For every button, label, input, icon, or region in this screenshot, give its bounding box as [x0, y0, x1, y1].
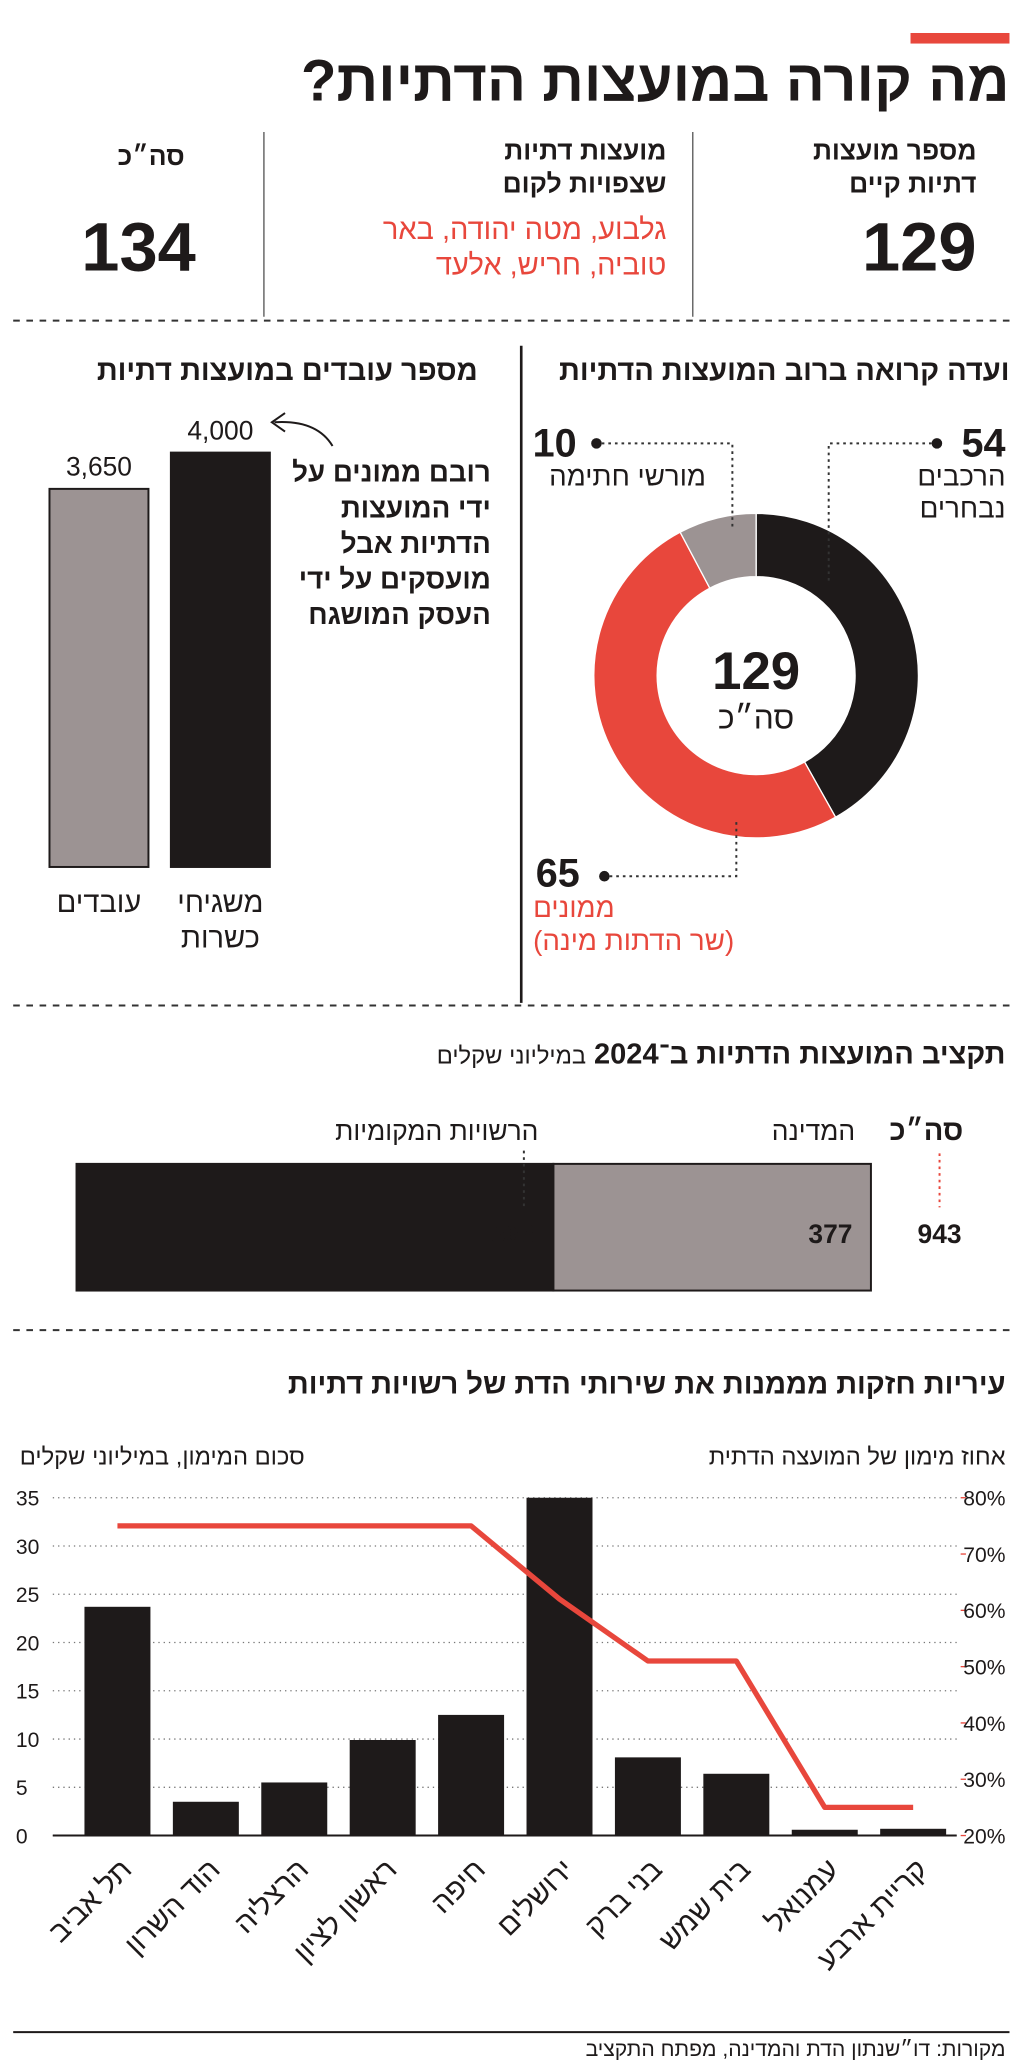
- bar: [614, 1757, 681, 1836]
- stat-text: גלבוע, מטה יהודה, באר טוביה, חריש, אלעד: [382, 212, 667, 282]
- y-tick-label: 35: [16, 1488, 39, 1511]
- y2-tick-label: 70%: [963, 1544, 1005, 1567]
- y-tick-label: 10: [16, 1729, 39, 1752]
- value-label: 3,650: [66, 452, 132, 482]
- x-tick-label: בית שמש: [654, 1853, 758, 1957]
- stat-label: מועצות דתיות שצפויות לקום: [502, 137, 667, 200]
- leader-line: [609, 820, 738, 878]
- leader-line: [601, 442, 734, 528]
- segment-label: ממונים: [533, 893, 615, 924]
- y2-tick-label: 50%: [963, 1657, 1005, 1680]
- bar: [703, 1773, 770, 1836]
- stat-label-box: מספר מועצות דתיות קיים: [812, 137, 977, 200]
- stat-value: 129: [862, 209, 976, 286]
- title-text: תקציב המועצות הדתיות ב־2024: [594, 1039, 1005, 1071]
- segment-value: 65: [536, 852, 580, 896]
- y2-tick-label: 80%: [963, 1488, 1005, 1511]
- y-axis-label: סכום המימון, במיליוני שקלים: [20, 1444, 305, 1471]
- segment-label: מורשי חתימה: [549, 461, 706, 493]
- bar-segment: [75, 1162, 555, 1292]
- annotation-box: רובם ממונים על ידי המועצות הדתיות אבל מו…: [292, 457, 491, 631]
- chart-title: מספר עובדים במועצות דתיות: [97, 355, 478, 387]
- leader-line: [827, 442, 932, 581]
- stat-label: מספר מועצות דתיות קיים: [812, 137, 977, 200]
- legend-label: המדינה: [772, 1116, 855, 1146]
- y-tick-label: 5: [16, 1777, 28, 1800]
- stat-label: סה״כ: [118, 141, 185, 171]
- center-label: סה״כ: [718, 699, 794, 735]
- source-note: מקורות: דו״שנתון הדת והמדינה, מפתח התקצי…: [586, 2038, 1006, 2061]
- x-tick-label: ירושלים: [491, 1853, 580, 1942]
- total-label: סה״כ: [890, 1115, 964, 1147]
- chart-title: תקציב המועצות הדתיות ב־2024 במיליוני שקלי…: [437, 1039, 1006, 1071]
- category-label: עובדים: [56, 885, 142, 919]
- x-tick-label: בני ברק: [579, 1853, 668, 1942]
- line-series: [117, 1523, 914, 1811]
- stage: מה קורה במועצות הדתיות? מספר מועצות דתיות…: [13, 32, 1010, 2061]
- bar: [438, 1714, 505, 1836]
- category-label-box: עובדים: [56, 885, 142, 919]
- legend-label: הרשויות המקומיות: [335, 1116, 538, 1146]
- stat-value: 134: [81, 209, 195, 286]
- x-tick-label: חיפה: [425, 1853, 492, 1920]
- bar: [48, 487, 150, 868]
- stat-text-box: גלבוע, מטה יהודה, באר טוביה, חריש, אלעד: [382, 212, 667, 282]
- bar: [261, 1782, 328, 1836]
- x-tick-label: עמנואל: [760, 1853, 845, 1938]
- leader-dot: [599, 870, 610, 882]
- y2-tick-label: 30%: [963, 1769, 1005, 1792]
- value-label: 4,000: [187, 415, 253, 445]
- bar: [791, 1829, 858, 1836]
- center-value: 129: [712, 642, 800, 701]
- segment-note-box: (שר הדתות מינה): [533, 926, 735, 957]
- y2-axis-label: אחוז מימון של המועצה הדתית: [709, 1444, 1006, 1471]
- chart-title: עיריות חזקות מממנות את שירותי הדת של רשו…: [288, 1368, 1006, 1400]
- annotation-arrowhead: [270, 412, 286, 433]
- y2-tick-label: 60%: [963, 1600, 1005, 1623]
- x-tick-label: הרצליה: [228, 1853, 315, 1940]
- accent-bar: [910, 32, 1010, 44]
- chart-title: ועדה קרואה ברוב המועצות הדתיות: [559, 355, 1009, 387]
- y-tick-label: 25: [16, 1584, 39, 1607]
- stat-label-box: מועצות דתיות שצפויות לקום: [502, 137, 667, 200]
- bar: [349, 1739, 416, 1836]
- segment-label-box: מורשי חתימה: [549, 461, 706, 493]
- bar: [880, 1828, 947, 1836]
- leader-dot: [931, 438, 943, 449]
- y-tick-label: 20: [16, 1632, 39, 1655]
- y2-tick-label: 40%: [963, 1713, 1005, 1736]
- bar: [172, 1801, 239, 1836]
- page-title: מה קורה במועצות הדתיות?: [301, 48, 1010, 113]
- leader-dot: [591, 438, 602, 449]
- donut-segment: [755, 512, 920, 819]
- segment-note: (שר הדתות מינה): [533, 926, 735, 957]
- segment-label: הרכבים נבחרים: [917, 461, 1006, 524]
- segment-label-box: הרכבים נבחרים: [917, 461, 1006, 524]
- annotation: רובם ממונים על ידי המועצות הדתיות אבל מו…: [292, 457, 491, 631]
- bar: [169, 451, 271, 868]
- bar: [526, 1497, 593, 1836]
- y2-tick-label: 20%: [963, 1825, 1005, 1848]
- category-label-box: משגיחי כשרות: [177, 885, 264, 955]
- value-label: 377: [808, 1219, 852, 1249]
- y-tick-label: 15: [16, 1681, 39, 1704]
- value-label: 566: [491, 1219, 535, 1249]
- bar-segment: [552, 1162, 872, 1292]
- total-value: 943: [918, 1219, 962, 1249]
- category-label: משגיחי כשרות: [177, 885, 264, 955]
- x-tick-label: הוד השרון: [119, 1853, 227, 1961]
- bar: [84, 1606, 151, 1836]
- y-tick-label: 30: [16, 1536, 39, 1559]
- donut-segment: [679, 512, 757, 590]
- segment-value: 54: [961, 422, 1005, 466]
- y-tick-label: 0: [16, 1825, 28, 1848]
- donut-segment: [593, 531, 837, 839]
- segment-label-box: ממונים: [533, 893, 615, 924]
- annotation-arrow: [274, 421, 334, 447]
- subtitle-text: במיליוני שקלים: [437, 1043, 586, 1070]
- segment-value: 10: [533, 422, 577, 466]
